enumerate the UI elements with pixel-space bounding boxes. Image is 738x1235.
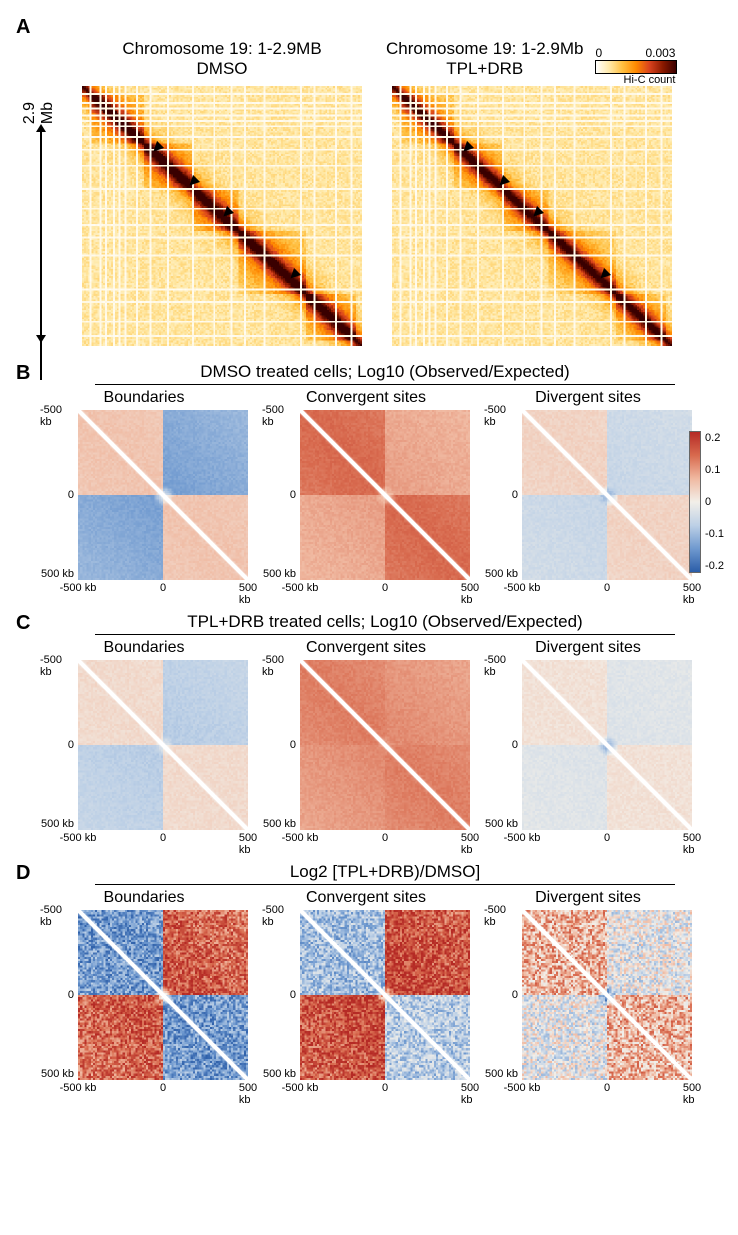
triplet-title: Convergent sites [306, 639, 426, 657]
panel-letter-c: C [16, 612, 40, 635]
agg-heatmap [78, 910, 248, 1080]
cbar-max: 0.003 [645, 46, 675, 60]
agg-heatmap [522, 910, 692, 1080]
panel-a-left-col: Chromosome 19: 1-2.9MB DMSO [82, 39, 362, 346]
triplet-plot-wrap: -500 kb0500 kb-500 kb0500 kb [484, 410, 692, 596]
cbar-min: 0 [595, 46, 602, 60]
triplet-col-boundaries: Boundaries -500 kb0500 kb-500 kb0500 kb [40, 639, 248, 846]
agg-heatmap [300, 660, 470, 830]
panel-a-left-title: Chromosome 19: 1-2.9MB DMSO [122, 39, 321, 80]
axis-y: -500 kb0500 kb [262, 910, 298, 1080]
axis-y: -500 kb0500 kb [40, 410, 76, 580]
panel-letter-a: A [16, 16, 40, 39]
panel-d-header-rule [95, 884, 675, 885]
panel-c-header: TPL+DRB treated cells; Log10 (Observed/E… [48, 612, 722, 632]
axis-y: -500 kb0500 kb [484, 660, 520, 830]
agg-heatmap [522, 410, 692, 580]
axis-y: -500 kb0500 kb [262, 660, 298, 830]
panel-letter-d: D [16, 862, 40, 885]
agg-heatmap [300, 910, 470, 1080]
panel-a-left-heatmap [82, 86, 362, 346]
panel-c-row: Boundaries-500 kb0500 kb-500 kb0500 kbCo… [40, 639, 722, 846]
triplet-title: Convergent sites [306, 389, 426, 407]
panel-a-right-heatmap [392, 86, 672, 346]
cbar-gradient [595, 60, 677, 74]
triplet-plot-wrap: -500 kb0500 kb-500 kb0500 kb [40, 910, 248, 1096]
panel-b-header-rule [95, 384, 675, 385]
triplet-col-boundaries: Boundaries -500 kb0500 kb-500 kb0500 kb [40, 389, 248, 596]
triplet-title: Boundaries [104, 639, 185, 657]
triplet-col-boundaries: Boundaries -500 kb0500 kb-500 kb0500 kb [40, 889, 248, 1096]
agg-heatmap [300, 410, 470, 580]
vgrad-bc [689, 431, 701, 573]
axis-x: -500 kb0500 kb [78, 832, 248, 846]
triplet-title: Divergent sites [535, 389, 641, 407]
panel-a-right-col: Chromosome 19: 1-2.9Mb TPL+DRB 0 0.003 H… [386, 39, 677, 346]
panel-b-header: DMSO treated cells; Log10 (Observed/Expe… [48, 362, 722, 382]
axis-y: -500 kb0500 kb [484, 910, 520, 1080]
axis-x: -500 kb0500 kb [300, 582, 470, 596]
axis-y: -500 kb0500 kb [484, 410, 520, 580]
colorbar-tick: -0.1 [705, 528, 724, 540]
agg-heatmap [522, 660, 692, 830]
panel-b: B DMSO treated cells; Log10 (Observed/Ex… [16, 362, 722, 596]
axis-x: -500 kb0500 kb [522, 832, 692, 846]
colorbar-tick: 0.1 [705, 464, 724, 476]
triplet-col-convergent: Convergent sites -500 kb0500 kb-500 kb050… [262, 639, 470, 846]
triplet-title: Boundaries [104, 889, 185, 907]
axis-x: -500 kb0500 kb [300, 1082, 470, 1096]
panel-d-header: Log2 [TPL+DRB)/DMSO] [48, 862, 722, 882]
axis-y: -500 kb0500 kb [262, 410, 298, 580]
panel-bc-colorbar: 0.2 0.1 0 -0.1 -0.2 [689, 431, 724, 573]
axis-x: -500 kb0500 kb [522, 1082, 692, 1096]
triplet-title: Boundaries [104, 389, 185, 407]
triplet-plot-wrap: -500 kb0500 kb-500 kb0500 kb [484, 910, 692, 1096]
triplet-plot-wrap: -500 kb0500 kb-500 kb0500 kb [484, 660, 692, 846]
axis-x: -500 kb0500 kb [300, 832, 470, 846]
panel-c-header-rule [95, 634, 675, 635]
triplet-plot-wrap: -500 kb0500 kb-500 kb0500 kb [262, 660, 470, 846]
axis-y: -500 kb0500 kb [40, 660, 76, 830]
panel-d: D Log2 [TPL+DRB)/DMSO] Boundaries -500 kb… [16, 862, 722, 1096]
triplet-col-divergent: Divergent sites -500 kb0500 kb-500 kb0500… [484, 389, 692, 596]
triplet-col-divergent: Divergent sites -500 kb0500 kb-500 kb0500… [484, 889, 692, 1096]
triplet-title: Divergent sites [535, 639, 641, 657]
colorbar-tick: -0.2 [705, 560, 724, 572]
panel-a-right-title: Chromosome 19: 1-2.9Mb TPL+DRB [386, 39, 583, 80]
colorbar-tick: 0 [705, 496, 724, 508]
panel-b-row: Boundaries-500 kb0500 kb-500 kb0500 kbCo… [40, 389, 722, 596]
triplet-col-divergent: Divergent sites -500 kb0500 kb-500 kb0500… [484, 639, 692, 846]
triplet-col-convergent: Convergent sites -500 kb0500 kb-500 kb050… [262, 889, 470, 1096]
axis-x: -500 kb0500 kb [522, 582, 692, 596]
ruler-label: 2.9 Mb [21, 83, 57, 124]
panel-c: C TPL+DRB treated cells; Log10 (Observed… [16, 612, 722, 846]
triplet-title: Convergent sites [306, 889, 426, 907]
cbar-axis-label: Hi-C count [595, 74, 675, 86]
panel-a-ruler: 2.9 Mb [30, 83, 52, 343]
ruler-arrow-line [36, 124, 46, 343]
panel-letter-b: B [16, 362, 40, 385]
triplet-plot-wrap: -500 kb0500 kb-500 kb0500 kb [262, 410, 470, 596]
axis-y: -500 kb0500 kb [40, 910, 76, 1080]
triplet-plot-wrap: -500 kb0500 kb-500 kb0500 kb [40, 410, 248, 596]
panel-d-row: Boundaries-500 kb0500 kb-500 kb0500 kbCo… [40, 889, 722, 1096]
agg-heatmap [78, 660, 248, 830]
triplet-title: Divergent sites [535, 889, 641, 907]
triplet-col-convergent: Convergent sites -500 kb0500 kb-500 kb050… [262, 389, 470, 596]
triplet-plot-wrap: -500 kb0500 kb-500 kb0500 kb [262, 910, 470, 1096]
axis-x: -500 kb0500 kb [78, 1082, 248, 1096]
colorbar-tick: 0.2 [705, 432, 724, 444]
triplet-plot-wrap: -500 kb0500 kb-500 kb0500 kb [40, 660, 248, 846]
panel-a: A 2.9 Mb Chromosome 19: 1-2.9MB DMSO Chr… [16, 16, 722, 346]
panel-a-colorbar: 0 0.003 Hi-C count [595, 46, 677, 86]
agg-heatmap [78, 410, 248, 580]
vlabels-bc: 0.2 0.1 0 -0.1 -0.2 [705, 432, 724, 572]
axis-x: -500 kb0500 kb [78, 582, 248, 596]
